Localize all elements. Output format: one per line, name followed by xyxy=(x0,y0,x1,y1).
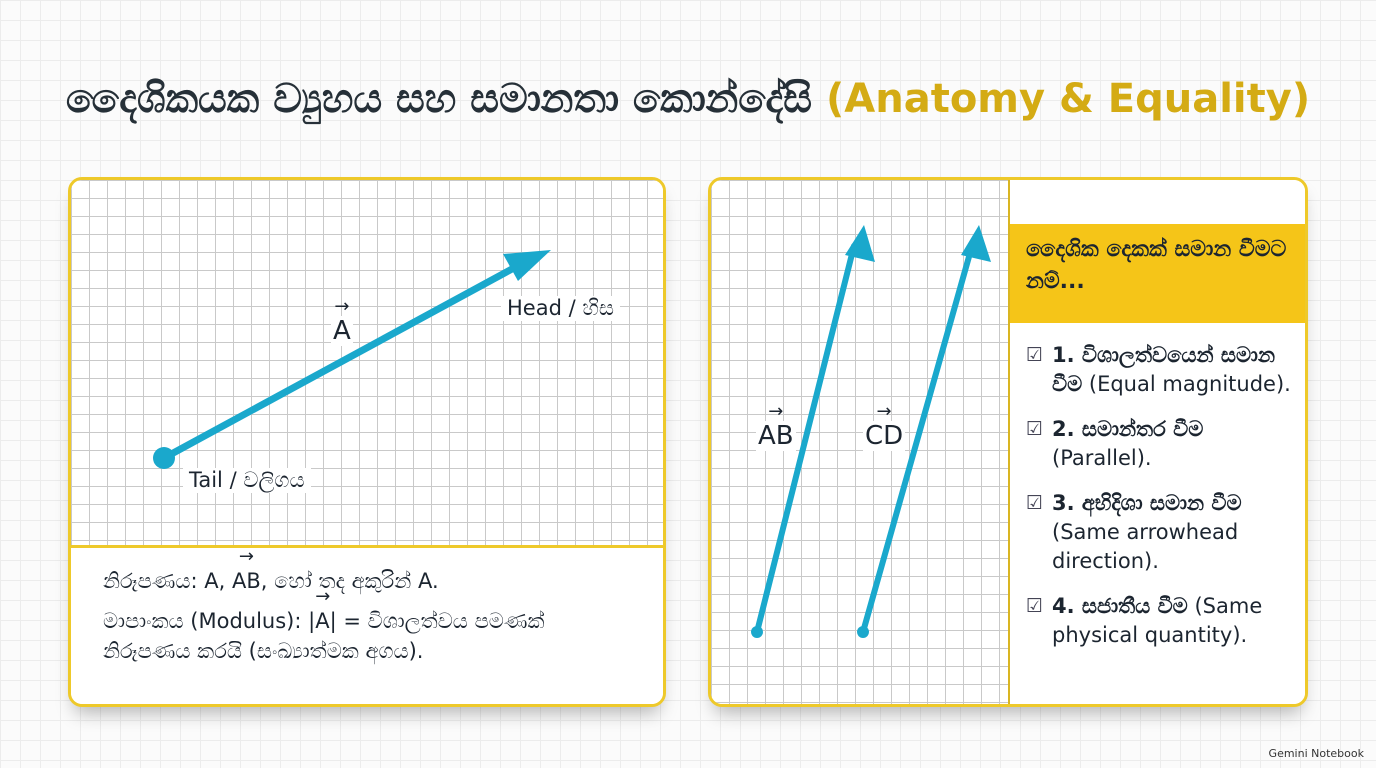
conditions-header: දෛශික දෙකක් සමාන වීමට නම්... xyxy=(1010,224,1305,323)
equality-panel: AB CD දෛශික දෙකක් සමාන වීමට නම්... ☑ 1. … xyxy=(708,177,1308,707)
equal-vectors-diagram xyxy=(751,225,991,638)
notation-text: නිරූපණය: A, AB, හෝ තද අකුරින් A. xyxy=(103,548,631,596)
notation-ab: AB xyxy=(232,548,261,596)
vector-cd-tail-point xyxy=(857,626,869,638)
checkbox-icon: ☑ xyxy=(1026,595,1044,617)
vector-ab-label: AB xyxy=(756,403,796,451)
vector-a-arrowhead xyxy=(503,250,551,281)
vector-a-shaft xyxy=(160,259,527,462)
vector-a-tail-point xyxy=(153,447,175,469)
brand-watermark: Gemini Notebook xyxy=(1268,747,1364,760)
vector-a-label: A xyxy=(331,298,353,346)
vector-cd-arrowhead xyxy=(961,225,991,262)
vector-ab-tail-point xyxy=(751,626,763,638)
checkbox-icon: ☑ xyxy=(1026,418,1044,440)
conditions-sidebar: දෛශික දෙකක් සමාන වීමට නම්... ☑ 1. විශාලත… xyxy=(1010,180,1305,704)
page-title: දෛශිකයක ව්‍යුහය සහ සමානතා කොන්දේසි (Anat… xyxy=(0,76,1376,122)
anatomy-grid xyxy=(71,180,663,548)
condition-item: ☑ 3. අභිදිශා සමාන වීම (Same arrowhead di… xyxy=(1026,491,1242,573)
notation-box: නිරූපණය: A, AB, හෝ තද අකුරින් A. මාපාංකය… xyxy=(71,548,663,704)
conditions-list: ☑ 1. විශාලත්වයෙන් සමාන වීම (Equal magnit… xyxy=(1010,323,1305,650)
tail-label: Tail / වලිගය xyxy=(183,468,311,493)
vector-ab-arrowhead xyxy=(845,225,875,262)
modulus-a: A xyxy=(315,588,330,636)
condition-item: ☑ 2. සමාන්තර වීම (Parallel). xyxy=(1026,417,1204,470)
vector-cd-shaft xyxy=(860,243,975,635)
checkbox-icon: ☑ xyxy=(1026,492,1044,514)
head-label: Head / හිස xyxy=(501,296,620,321)
title-sinhala: දෛශිකයක ව්‍යුහය සහ සමානතා කොන්දේසි xyxy=(65,76,813,122)
vector-ab-shaft xyxy=(754,243,857,635)
vector-cd-label: CD xyxy=(863,403,906,451)
modulus-text: මාපාංකය (Modulus): |A| = විශාලත්වය පමණක්… xyxy=(103,588,631,666)
condition-item: ☑ 1. විශාලත්වයෙන් සමාන වීම (Equal magnit… xyxy=(1026,343,1291,396)
anatomy-panel: A Head / හිස Tail / වලිගය නිරූපණය: A, AB… xyxy=(68,177,666,707)
checkbox-icon: ☑ xyxy=(1026,344,1044,366)
title-english: (Anatomy & Equality) xyxy=(825,76,1311,122)
condition-item: ☑ 4. සජාතීය වීම (Same physical quantity)… xyxy=(1026,594,1263,647)
vector-a-diagram xyxy=(153,250,551,469)
